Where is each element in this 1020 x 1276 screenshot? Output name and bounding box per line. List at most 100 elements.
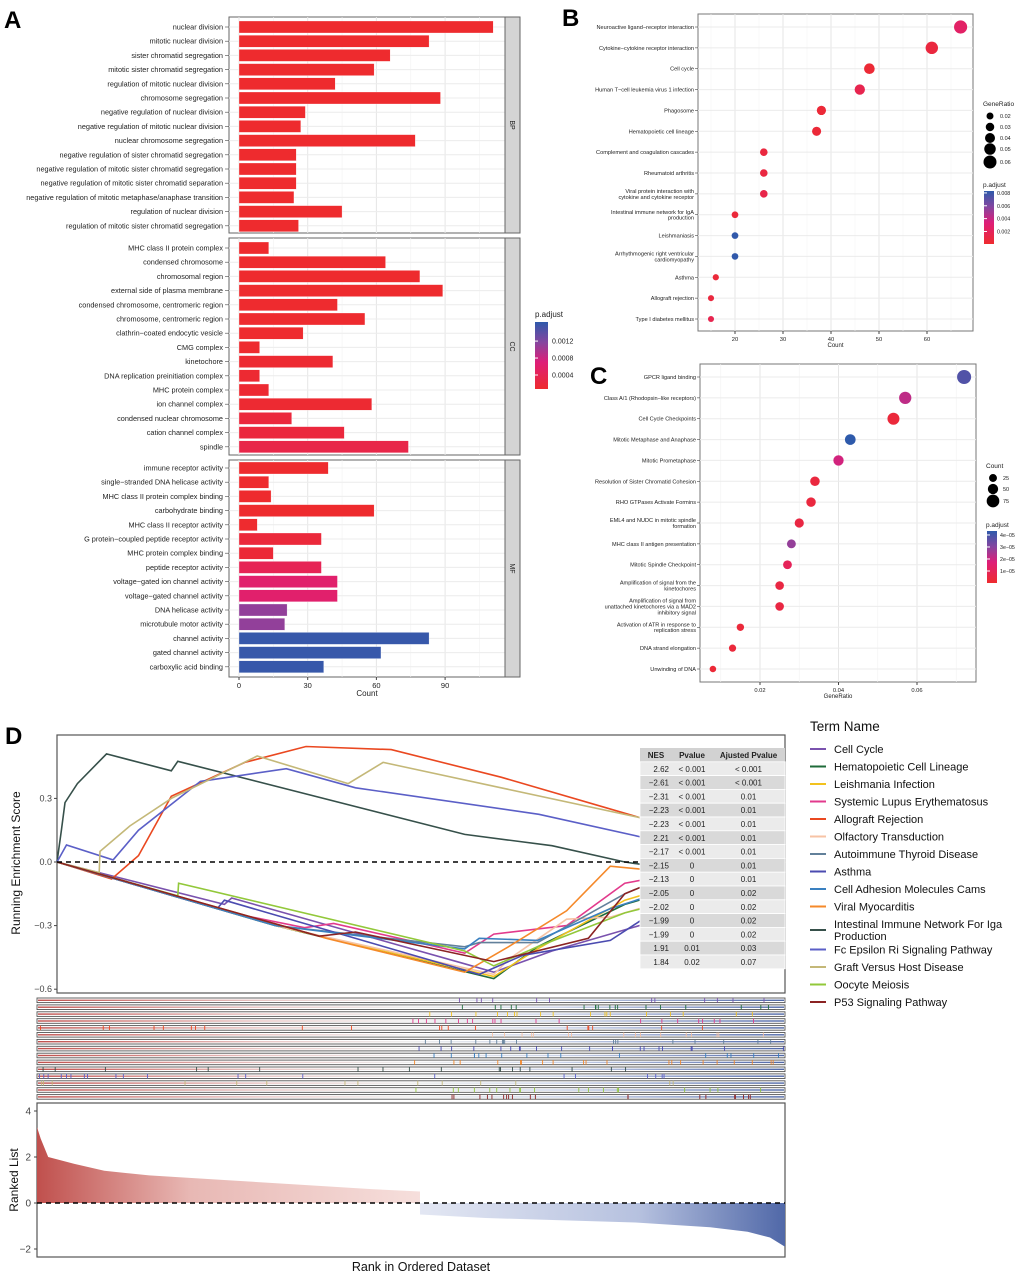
table-cell: < 0.001 — [679, 792, 706, 801]
legend-label: Cell Adhesion Molecules Cams — [834, 884, 986, 896]
x-tick-label: 0.04 — [833, 688, 845, 694]
table-cell: < 0.001 — [679, 765, 706, 774]
term-label: Rheumatoid arthritis — [644, 171, 694, 177]
x-tick-label: 40 — [828, 337, 834, 343]
dot — [810, 476, 820, 487]
term-label: Intestinal immune network for IgA product… — [611, 210, 694, 222]
category-label: negative regulation of mitotic nuclear d… — [78, 122, 223, 131]
bar-BP — [238, 134, 416, 147]
hit-row-heat — [38, 1068, 784, 1070]
y-axis-title: Ranked List — [7, 1148, 21, 1212]
color-legend-title: p.adjust — [983, 182, 1006, 189]
table-cell: −2.61 — [649, 779, 670, 788]
dot — [833, 455, 844, 466]
dot — [760, 190, 768, 198]
ranked-positive-area — [37, 1127, 420, 1203]
dot — [844, 434, 856, 445]
size-legend-label: 0.02 — [1000, 114, 1011, 120]
table-cell: 0.02 — [684, 958, 700, 967]
table-cell: −2.17 — [649, 848, 670, 857]
bar-CC — [238, 298, 338, 311]
y-tick-label: 4 — [25, 1107, 31, 1118]
hit-row-heat — [38, 1041, 784, 1043]
bar-CC — [238, 426, 345, 439]
category-label: negative regulation of mitotic metaphase… — [26, 193, 223, 202]
term-label: Neuroactive ligand−receptor interaction — [597, 25, 694, 31]
dot — [731, 232, 739, 239]
size-legend-label: 0.05 — [1000, 147, 1011, 153]
category-label: channel activity — [173, 634, 223, 643]
dot — [709, 665, 717, 673]
term-label: Cell Cycle Checkpoints — [638, 417, 696, 423]
x-tick-label: 60 — [372, 681, 380, 690]
legend-label: Systemic Lupus Erythematosus — [834, 797, 989, 809]
legend-tick-label: 0.004 — [997, 217, 1010, 223]
y-tick-label: 0 — [25, 1199, 31, 1210]
size-legend-label: 25 — [1003, 476, 1009, 482]
bar-BP — [238, 162, 297, 176]
table-cell: −2.02 — [649, 903, 670, 912]
bar-MF — [238, 660, 324, 673]
category-label: clathrin−coated endocytic vesicle — [116, 329, 223, 338]
term-label: Complement and coagulation cascades — [596, 150, 694, 156]
x-axis-title: Count — [827, 343, 843, 349]
hit-row-heat — [38, 1034, 784, 1036]
term-label: Mitotic Metaphase and Anaphase — [613, 438, 696, 444]
size-legend-dot — [985, 122, 995, 132]
term-label: Class A/1 (Rhodopsin−like receptors) — [604, 396, 696, 402]
x-tick-label: 0.06 — [911, 688, 922, 694]
term-label: DNA strand elongation — [640, 646, 696, 652]
x-axis-title: GeneRatio — [824, 694, 853, 700]
category-label: nuclear division — [173, 23, 223, 32]
category-label: mitotic sister chromatid segregation — [108, 65, 223, 74]
term-label: Mitotic Prometaphase — [642, 458, 696, 464]
dot — [812, 126, 822, 136]
legend-label: Intestinal Immune Network For Iga Product… — [834, 919, 1003, 943]
y-tick-label: −2 — [20, 1245, 32, 1256]
bar-MF — [238, 504, 375, 517]
dot — [731, 211, 739, 219]
bar-MF — [238, 589, 338, 602]
term-label: Hematopoietic cell lineage — [629, 129, 694, 135]
bar-CC — [238, 270, 421, 283]
y-tick-label: 2 — [25, 1153, 31, 1164]
category-label: chromosome, centromeric region — [116, 315, 223, 324]
table-cell: 0.01 — [741, 792, 757, 801]
table-cell: −2.23 — [649, 820, 670, 829]
hit-row-heat — [38, 1047, 784, 1050]
category-label: gated channel activity — [153, 648, 224, 657]
term-label: Cell cycle — [670, 67, 694, 73]
table-cell: 0 — [690, 861, 695, 870]
x-tick-label: 20 — [732, 337, 738, 343]
legend-label: Leishmania Infection — [834, 779, 935, 791]
facet-strip-label: MF — [508, 563, 515, 573]
category-label: MHC class II protein complex binding — [103, 492, 223, 501]
term-label: Cytokine−cytokine receptor interaction — [599, 46, 694, 52]
dot — [760, 148, 768, 156]
legend-tick-label: 0.008 — [997, 191, 1010, 197]
hit-row-heat — [38, 1061, 784, 1064]
table-cell: 2.21 — [653, 834, 669, 843]
table-cell: 0 — [690, 903, 695, 912]
term-label: Phagosome — [664, 108, 694, 114]
dot — [794, 518, 804, 528]
legend-label: Allograft Rejection — [834, 814, 923, 826]
color-legend-bar — [535, 322, 548, 389]
bar-BP — [238, 77, 336, 90]
term-label: GPCR ligand binding — [644, 375, 696, 381]
size-legend-label: 75 — [1003, 499, 1009, 505]
bar-MF — [238, 632, 430, 645]
bar-BP — [238, 49, 391, 62]
dot — [899, 391, 912, 404]
dot — [775, 581, 784, 590]
hit-row-heat — [38, 1082, 784, 1084]
term-label: MHC class II antigen presentation — [612, 542, 696, 548]
bar-CC — [238, 383, 269, 397]
term-label: EML4 and NUDC in mitotic spindle formatio… — [610, 518, 696, 530]
bar-MF — [238, 461, 329, 475]
bar-BP — [238, 177, 297, 190]
x-axis-title: Rank in Ordered Dataset — [352, 1260, 491, 1274]
legend-title: p.adjust — [535, 310, 564, 319]
legend-label: Oocyte Meiosis — [834, 980, 910, 992]
table-cell: 0.01 — [684, 944, 700, 953]
